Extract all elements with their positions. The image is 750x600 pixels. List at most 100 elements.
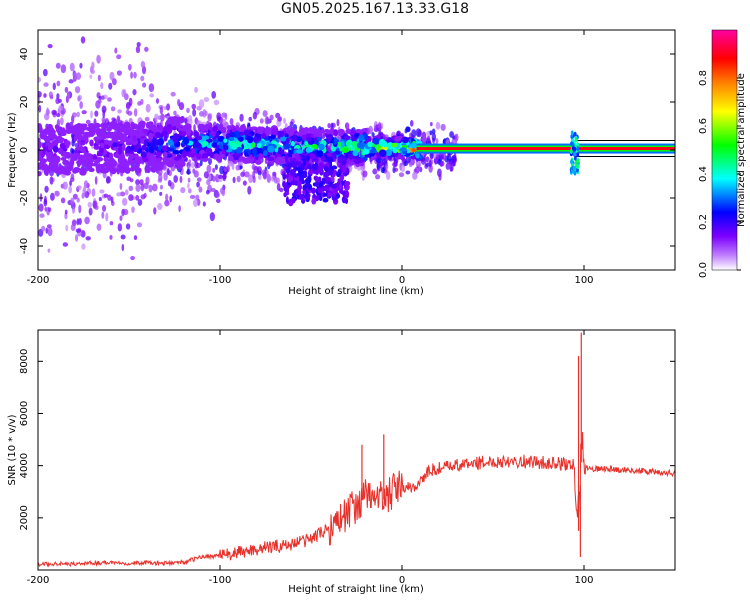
spectrogram-cell — [146, 162, 154, 167]
spectrogram-cell — [438, 173, 442, 181]
spectrogram-cell — [157, 115, 162, 120]
spectrogram-cell — [306, 155, 310, 162]
spectrogram-cell — [68, 185, 73, 194]
spectrogram-cell — [238, 131, 246, 136]
spectrogram-cell — [143, 192, 147, 199]
spectrogram-cell — [426, 135, 431, 142]
spectrogram-cell — [87, 123, 96, 128]
spectrogram-cell — [154, 113, 159, 121]
spectrogram-cell — [119, 160, 125, 168]
spectrogram-cell — [74, 143, 80, 148]
spectrogram-cell — [55, 97, 60, 105]
spectrogram-cell — [390, 142, 399, 148]
spectrogram-cell — [99, 189, 105, 194]
spectrogram-cell — [46, 224, 52, 229]
x-tick-label: 100 — [574, 275, 593, 286]
spectrogram-cell — [137, 101, 142, 106]
spectrogram-cell — [297, 189, 302, 196]
spectrogram-cell — [286, 161, 293, 169]
spectrogram-cell — [308, 168, 314, 175]
spectrogram-cell — [113, 146, 118, 151]
spectrogram-cell — [194, 143, 202, 149]
snr-spikes — [361, 332, 582, 557]
spectrogram-cell — [244, 171, 250, 178]
spectrogram-cell — [116, 122, 122, 128]
colorbar: 0.0 0.2 0.4 0.6 0.8 Normalized spectral ampl… — [698, 29, 747, 278]
spectrogram-cell — [80, 135, 89, 141]
spectrogram-cell — [150, 154, 155, 161]
spectrogram-cell — [331, 195, 338, 201]
spectrogram-cell — [201, 140, 209, 147]
spectrogram-cell — [318, 162, 324, 169]
spectrogram-cell — [83, 185, 87, 194]
spectrogram-cell — [163, 126, 168, 132]
spectrogram-cell — [50, 95, 54, 100]
spectrogram-cell — [258, 126, 263, 133]
spectrogram-cell — [55, 62, 61, 69]
spectrogram-cell — [76, 159, 82, 165]
spectrogram-cell — [186, 107, 190, 114]
spectrogram-cell — [142, 82, 147, 88]
spectrogram-cell — [371, 132, 375, 137]
spectrogram-cell — [257, 153, 264, 159]
spectrogram-cell — [205, 138, 213, 143]
spectrogram-cell — [405, 170, 411, 175]
spectrogram-cell — [191, 103, 197, 110]
spectrogram-cell — [318, 167, 323, 174]
spectrogram-cell — [398, 172, 405, 178]
x-tick-label: -200 — [27, 575, 50, 586]
spectrogram-cell — [88, 207, 93, 216]
spectrogram-cell — [214, 164, 218, 170]
spectrogram-cell — [212, 126, 218, 132]
spectrogram-cell — [74, 234, 79, 242]
spectrogram-cell — [392, 166, 396, 174]
spectrogram-cell — [99, 146, 104, 155]
spectrogram-cell — [253, 136, 258, 143]
spectrogram-cell — [103, 139, 110, 145]
spectrogram-cell — [121, 144, 126, 152]
spectrogram-cell — [318, 194, 323, 202]
spectrogram-cell — [275, 156, 283, 164]
spectrogram-cell — [302, 158, 307, 166]
spectrogram-cell — [137, 198, 143, 206]
spectrogram-cell — [173, 156, 180, 161]
spectrogram-cell — [190, 147, 196, 154]
spectrogram-cell — [161, 145, 169, 152]
spectrogram-cell — [106, 176, 111, 184]
spectrogram-cell — [134, 153, 139, 160]
spectrogram-cell — [573, 155, 577, 161]
spectrogram-cell — [60, 129, 68, 134]
spectrogram-cell — [313, 175, 319, 181]
spectrogram-cell — [45, 125, 51, 134]
spectrogram-cell — [88, 167, 95, 173]
spectrogram-cell — [271, 127, 279, 135]
spectrogram-cell — [399, 147, 407, 152]
spectrogram-cell — [412, 171, 418, 180]
spectrogram-cell — [109, 235, 113, 240]
spectrogram-cell — [93, 136, 99, 142]
spectrogram-cell — [215, 131, 220, 139]
spectrogram-cell — [70, 197, 75, 206]
spectrogram-cell — [242, 180, 247, 186]
spectrogram-cell — [109, 221, 114, 226]
spectrogram-cell — [217, 136, 224, 143]
spectrogram-cell — [305, 147, 312, 153]
spectrogram-cell — [313, 144, 318, 150]
spectrogram-cell — [106, 127, 112, 132]
spectrogram-cell — [269, 114, 274, 121]
spectrogram-cell — [116, 166, 121, 175]
colorbar-label: Normalized spectral amplitude — [736, 73, 747, 227]
spectrogram-cell — [165, 158, 172, 167]
spectrogram-cell — [311, 163, 318, 170]
spectrogram-cell — [112, 167, 117, 173]
spectrogram-cell — [196, 153, 202, 160]
spectrogram-cell — [49, 176, 54, 185]
spectrogram-cell — [284, 154, 289, 161]
spectrogram-cell — [223, 144, 229, 151]
spectrogram-cell — [326, 145, 330, 153]
spectrogram-cell — [74, 86, 81, 94]
spectrogram-cell — [94, 176, 98, 185]
spectrogram-cell — [392, 148, 398, 154]
